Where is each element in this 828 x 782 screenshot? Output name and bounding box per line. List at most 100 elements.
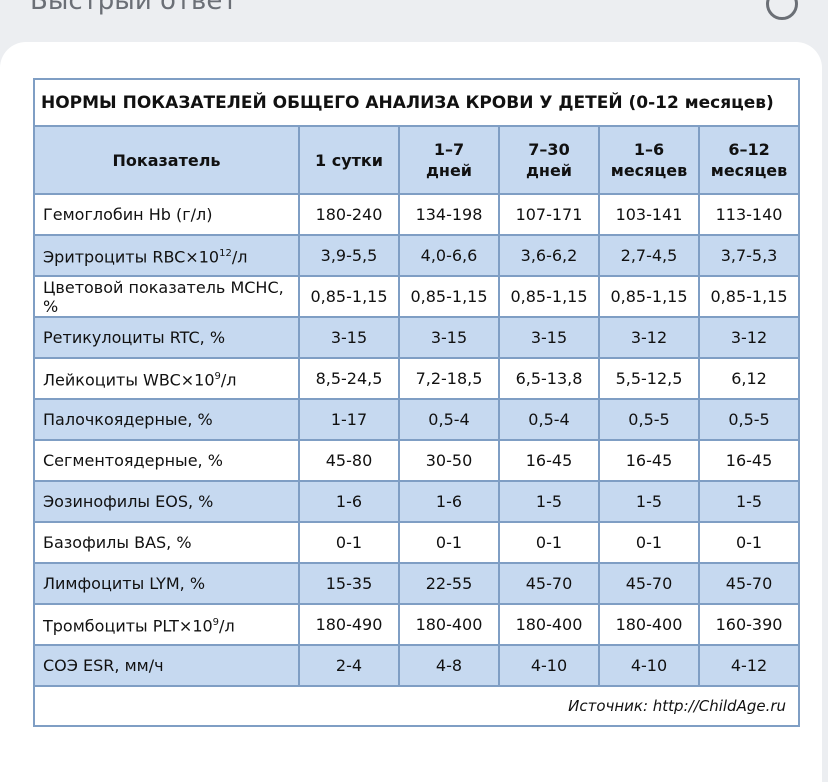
data-row: Лейкоциты WBC×109/л 8,5-24,5 7,2-18,5 6,5-1… [33, 357, 801, 400]
cell: 0,85-1,15 [697, 275, 801, 318]
cell: 4,0-6,6 [398, 234, 500, 277]
column-header: 7–30 дней [498, 125, 600, 195]
cell: 8,5-24,5 [298, 357, 400, 400]
cell: 6,5-13,8 [498, 357, 600, 400]
cell: 1-5 [697, 480, 801, 523]
label-part: Эозинофилы EOS, % [43, 492, 214, 511]
cell: 4-12 [697, 644, 801, 687]
cell: 0,5-4 [498, 398, 600, 441]
cell: 0,5-5 [697, 398, 801, 441]
cell: 0,85-1,15 [498, 275, 600, 318]
label-part: Палочкоядерные, % [43, 410, 213, 429]
column-header: 1 сутки [298, 125, 400, 195]
data-row: Эритроциты RBC×1012/л 3,9-5,5 4,0-6,6 3,6-6… [33, 234, 801, 277]
header-line: месяцев [710, 161, 788, 180]
label-part: 9 [212, 617, 220, 629]
cell: 0-1 [398, 521, 500, 564]
column-header: Показатель [33, 125, 300, 195]
cell: 1-6 [298, 480, 400, 523]
data-row: Сегментоядерные, % 45-80 30-50 16-45 16-45 16… [33, 439, 801, 482]
cell: 180-400 [598, 603, 700, 646]
header-line: месяцев [610, 161, 688, 180]
source: Источник: http://ChildAge.ru [32, 685, 801, 727]
header-line: дней [525, 161, 573, 180]
cell: 3,6-6,2 [498, 234, 600, 277]
data-row: Лимфоциты LYM, % 15-35 22-55 45-70 45-70 45-7… [33, 562, 801, 605]
cell: 45-80 [298, 439, 400, 482]
label-part: Базофилы BAS, % [43, 533, 192, 552]
label-part: Гемоглобин Hb (г/л) [43, 205, 213, 224]
cell: 107-171 [498, 193, 600, 236]
label-part: Тромбоциты PLT×10 [43, 616, 213, 636]
header-line: 6–12 [728, 140, 770, 159]
cell: 0-1 [498, 521, 600, 564]
cell: 103-141 [598, 193, 700, 236]
data-row: Тромбоциты PLT×109/л 180-490 180-400 180-40… [33, 603, 801, 646]
cell: 160-390 [697, 603, 801, 646]
header-line: Показатель [112, 150, 221, 170]
label-part: Цветовой показатель MCHC, % [43, 277, 284, 316]
data-row: Цветовой показатель MCHC, % 0,85-1,15 0,85… [33, 275, 801, 318]
cell: 0,85-1,15 [598, 275, 700, 318]
blood-table: НОРМЫ ПОКАЗАТЕЛЕЙ ОБЩЕГО АНАЛИЗА КРОВИ У… [32, 78, 801, 727]
cell: 1-5 [598, 480, 700, 523]
cell: 45-70 [598, 562, 700, 605]
cell: 16-45 [598, 439, 700, 482]
data-row: СОЭ ESR, мм/ч 2-4 4-8 4-10 4-10 4-12 [33, 644, 801, 687]
cell: 1-6 [398, 480, 500, 523]
label-part: 12 [219, 248, 232, 260]
data-row: Палочкоядерные, % 1-17 0,5-4 0,5-4 0,5-5 0,5-… [33, 398, 801, 441]
cell: 3,9-5,5 [298, 234, 400, 277]
row-label: Лимфоциты LYM, % [33, 562, 300, 605]
label-part: Лимфоциты LYM, % [43, 574, 206, 593]
cell: 45-70 [498, 562, 600, 605]
label-part: 9 [214, 371, 221, 383]
row-label: Палочкоядерные, % [33, 398, 300, 441]
cell: 0,85-1,15 [398, 275, 500, 318]
row-label: Ретикулоциты RTC, % [33, 316, 300, 359]
table-title: НОРМЫ ПОКАЗАТЕЛЕЙ ОБЩЕГО АНАЛИЗА КРОВИ У… [32, 78, 801, 127]
cell: 180-400 [498, 603, 600, 646]
label-part: /л [231, 247, 248, 267]
cell: 3,7-5,3 [697, 234, 801, 277]
cell: 3-15 [398, 316, 500, 359]
label-part: Эритроциты RBC×10 [43, 247, 220, 267]
cell: 180-490 [298, 603, 400, 646]
cell: 180-240 [298, 193, 400, 236]
cell: 6,12 [697, 357, 801, 400]
header-title: Быстрый ответ [30, 0, 238, 16]
data-row: Эозинофилы EOS, % 1-6 1-6 1-5 1-5 1-5 [33, 480, 801, 523]
cell: 180-400 [398, 603, 500, 646]
source-row: Источник: http://ChildAge.ru [32, 685, 801, 727]
header-row: Показатель 1 сутки 1–7 дней 7–30 дней 1–6 месяц… [33, 125, 801, 195]
cell: 16-45 [498, 439, 600, 482]
cell: 3-12 [598, 316, 700, 359]
row-label: Тромбоциты PLT×109/л [33, 603, 300, 646]
header-line: 7–30 [528, 140, 570, 159]
cell: 16-45 [697, 439, 801, 482]
cell: 113-140 [697, 193, 801, 236]
data-row: Гемоглобин Hb (г/л) 180-240 134-198 107-171… [33, 193, 801, 236]
cell: 2,7-4,5 [598, 234, 700, 277]
title-row: НОРМЫ ПОКАЗАТЕЛЕЙ ОБЩЕГО АНАЛИЗА КРОВИ У… [32, 78, 801, 127]
cell: 3-15 [498, 316, 600, 359]
cell: 7,2-18,5 [398, 357, 500, 400]
cell: 134-198 [398, 193, 500, 236]
row-label: Цветовой показатель MCHC, % [33, 275, 300, 318]
cell: 1-5 [498, 480, 600, 523]
row-label: Эозинофилы EOS, % [33, 480, 300, 523]
label-part: Лейкоциты WBC×10 [43, 370, 215, 390]
data-row: Ретикулоциты RTC, % 3-15 3-15 3-15 3-12 3-12 [33, 316, 801, 359]
info-icon[interactable] [766, 0, 798, 20]
column-header: 1–6 месяцев [598, 125, 700, 195]
label-part: СОЭ ESR, мм/ч [43, 656, 164, 675]
header-line: 1–6 [633, 140, 665, 159]
label-part: /л [220, 370, 237, 390]
header-line: дней [425, 161, 473, 180]
cell: 4-10 [498, 644, 600, 687]
cell: 1-17 [298, 398, 400, 441]
cell: 0-1 [697, 521, 801, 564]
header-line: 1–7 [433, 140, 465, 159]
header-line: 1 сутки [315, 150, 383, 170]
data-row: Базофилы BAS, % 0-1 0-1 0-1 0-1 0-1 [33, 521, 801, 564]
